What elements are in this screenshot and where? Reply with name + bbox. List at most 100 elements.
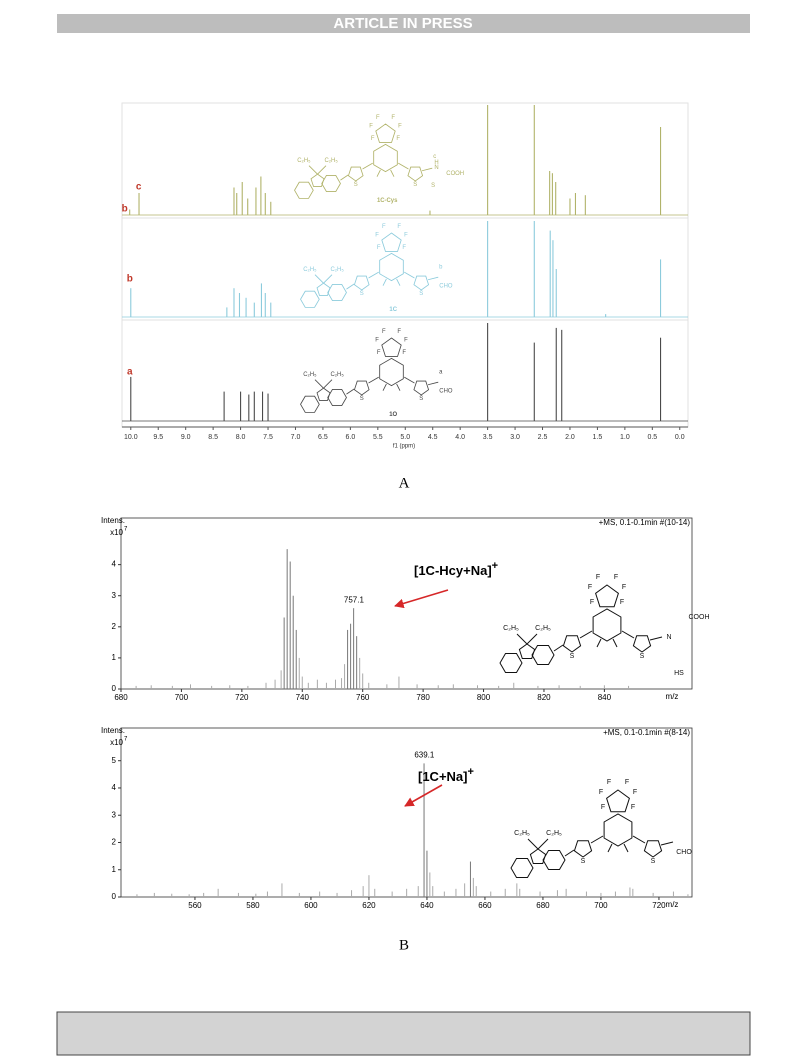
x-tick-label: 780 bbox=[416, 693, 430, 702]
ring bbox=[562, 635, 582, 653]
atom-label: F bbox=[607, 779, 611, 786]
atom-label: F bbox=[375, 337, 379, 343]
atom-label: F bbox=[596, 574, 600, 581]
atom-label: F bbox=[391, 115, 395, 121]
x-tick-label: 9.5 bbox=[153, 434, 163, 441]
atom-label: F bbox=[382, 329, 386, 335]
y-axis-exponent: 7 bbox=[124, 527, 128, 533]
ring bbox=[643, 840, 663, 858]
atom-label: S bbox=[413, 182, 417, 188]
y-tick-label: 4 bbox=[112, 560, 117, 569]
caption: A bbox=[399, 475, 410, 491]
bond bbox=[404, 271, 415, 279]
atom-label: C₂H₅ bbox=[330, 267, 344, 273]
ring bbox=[375, 123, 396, 143]
atom-label: c bbox=[433, 154, 436, 160]
ion-charge: + bbox=[492, 560, 498, 572]
atom-label: F bbox=[590, 599, 594, 606]
ring bbox=[573, 840, 593, 858]
atom-label: COOH bbox=[446, 171, 464, 177]
peak-label: 757.1 bbox=[344, 595, 365, 604]
bond bbox=[579, 630, 593, 639]
ion-formula: [1C-Hcy+Na] bbox=[414, 563, 492, 578]
bond bbox=[323, 274, 333, 284]
spectrum-info: +MS, 0.1-0.1min #(10-14) bbox=[599, 518, 691, 527]
y-tick-label: 0 bbox=[112, 892, 117, 901]
atom-label: C₂H₅ bbox=[297, 158, 311, 164]
ring bbox=[529, 848, 547, 864]
nmr-frame bbox=[121, 102, 689, 428]
bond bbox=[564, 849, 575, 857]
atom-label: F bbox=[588, 584, 592, 591]
bond bbox=[368, 376, 379, 384]
bond bbox=[346, 283, 355, 290]
peak-letter: a bbox=[127, 367, 133, 378]
bond bbox=[427, 276, 439, 281]
atom-label: CHO bbox=[439, 283, 453, 289]
atom-label: F bbox=[614, 574, 618, 581]
bond bbox=[382, 383, 387, 391]
ring bbox=[381, 337, 402, 357]
ring bbox=[595, 584, 619, 608]
x-tick-label: 9.0 bbox=[181, 434, 191, 441]
x-tick-label: 680 bbox=[114, 693, 128, 702]
x-tick-label: 660 bbox=[478, 901, 492, 910]
atom-label: b bbox=[439, 265, 443, 271]
atom-label: C₂H₅ bbox=[324, 158, 338, 164]
atom-label: F bbox=[599, 789, 603, 796]
ion-charge: + bbox=[468, 766, 474, 778]
x-tick-label: 700 bbox=[175, 693, 189, 702]
atom-label: N bbox=[434, 165, 438, 171]
bond bbox=[537, 838, 549, 850]
bond bbox=[340, 174, 349, 181]
atom-label: F bbox=[622, 584, 626, 591]
ring bbox=[294, 181, 314, 199]
ring bbox=[310, 173, 325, 187]
x-tick-label: 4.0 bbox=[455, 434, 465, 441]
bond bbox=[526, 633, 538, 645]
plot-frame bbox=[120, 727, 693, 898]
atom-label: CHO bbox=[676, 849, 692, 856]
bond bbox=[632, 835, 646, 844]
atom-label: 1O bbox=[389, 412, 397, 418]
peak-label: 639.1 bbox=[414, 751, 435, 760]
x-tick-label: 640 bbox=[420, 901, 434, 910]
ring bbox=[327, 389, 347, 407]
ring bbox=[373, 143, 398, 173]
x-tick-label: 7.0 bbox=[291, 434, 301, 441]
atom-label: S bbox=[651, 858, 656, 865]
bond bbox=[390, 169, 395, 177]
x-tick-label: 800 bbox=[477, 693, 491, 702]
bond bbox=[382, 278, 387, 286]
atom-label: F bbox=[396, 136, 400, 142]
bond bbox=[527, 838, 539, 850]
y-tick-label: 3 bbox=[112, 810, 117, 819]
bond bbox=[396, 278, 401, 286]
atom-label: S bbox=[360, 291, 364, 297]
x-tick-label: 720 bbox=[235, 693, 249, 702]
atom-label: HS bbox=[674, 670, 684, 677]
bond bbox=[623, 843, 629, 853]
bond bbox=[376, 169, 381, 177]
x-tick-label: 680 bbox=[536, 901, 550, 910]
ring bbox=[379, 357, 404, 387]
ion-formula: [1C+Na] bbox=[418, 769, 468, 784]
y-tick-label: 1 bbox=[112, 653, 117, 662]
x-tick-label: 8.5 bbox=[208, 434, 218, 441]
atom-label: F bbox=[377, 350, 381, 356]
x-tick-label: 3.5 bbox=[483, 434, 493, 441]
atom-label: H bbox=[434, 160, 438, 166]
x-tick-label: 560 bbox=[188, 901, 202, 910]
bond bbox=[314, 379, 324, 389]
atom-label: 1C bbox=[389, 307, 397, 313]
bond bbox=[596, 638, 602, 648]
atom-label: C₂H₅ bbox=[535, 625, 551, 632]
y-tick-label: 4 bbox=[112, 783, 117, 792]
x-tick-label: 700 bbox=[594, 901, 608, 910]
x-tick-label: 600 bbox=[304, 901, 318, 910]
bond bbox=[314, 274, 324, 284]
arrow bbox=[394, 589, 449, 609]
